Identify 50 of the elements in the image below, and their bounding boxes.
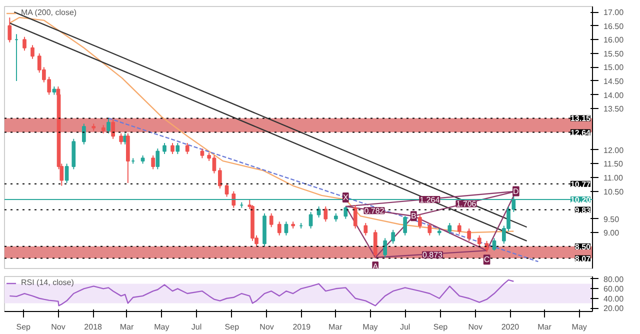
ref-line-label: 9.83: [574, 206, 592, 215]
y-tick-label: 13.50: [604, 104, 624, 114]
x-tick-label: May: [362, 322, 378, 332]
series-label: MA (200, close): [21, 8, 77, 17]
x-tick-label: Sep: [16, 322, 32, 332]
y-tick-label: 15.00: [604, 63, 624, 72]
y-tick-label: 16.50: [604, 22, 624, 31]
x-tick-label: Jul: [191, 322, 202, 332]
x-tick-label: Nov: [468, 322, 482, 332]
x-tick-label: May: [572, 322, 587, 332]
y-tick-label: 17.00: [604, 8, 624, 18]
y-tick-label: 10.50: [604, 187, 624, 196]
y-tick-label: 14.00: [604, 90, 624, 100]
ref-line-label: 13.15: [570, 114, 592, 124]
legend-label: RSI (14, close): [21, 278, 74, 287]
x-tick-label: Jul: [400, 322, 410, 332]
ref-line-label: 8.07: [574, 254, 592, 264]
ref-line-label: 8.50: [574, 242, 592, 252]
y-tick-label: 60.00: [604, 284, 624, 294]
x-tick-label: Sep: [433, 322, 448, 332]
x-tick-label: Mar: [328, 322, 343, 332]
annotation: 0.873: [422, 250, 444, 260]
y-tick-label: 9.50: [604, 214, 620, 224]
annotation: 1.706: [456, 200, 477, 209]
x-tick-label: Mar: [538, 322, 552, 332]
x-tick-label: May: [154, 322, 170, 332]
x-tick-label: 2019: [292, 322, 312, 332]
x-tick-label: Sep: [224, 322, 240, 332]
y-tick-label: 80.00: [604, 274, 624, 284]
x-tick-label: 2018: [84, 322, 103, 332]
annotation: C: [484, 255, 490, 264]
y-tick-label: 11.00: [604, 173, 624, 182]
y-tick-label: 20.00: [604, 304, 624, 314]
ref-line-label: 12.64: [570, 128, 592, 138]
y-tick-label: 11.50: [604, 160, 624, 169]
annotation: 0.782: [364, 206, 385, 216]
y-tick-label: 15.50: [604, 49, 624, 58]
ref-line-label: 10.77: [570, 180, 592, 189]
x-tick-label: Nov: [51, 322, 66, 332]
ref-line-label: 10.20: [570, 196, 592, 205]
x-tick-label: Nov: [260, 322, 274, 332]
x-tick-label: 2020: [501, 322, 520, 332]
y-tick-label: 16.00: [604, 36, 624, 45]
y-tick-label: 9.00: [604, 228, 620, 238]
x-tick-label: Mar: [120, 322, 134, 332]
y-tick-label: 14.50: [604, 76, 624, 86]
y-tick-label: 40.00: [604, 294, 624, 304]
annotation: X: [342, 192, 349, 202]
annotation: 1.264: [420, 196, 440, 205]
y-tick-label: 12.00: [604, 146, 624, 155]
